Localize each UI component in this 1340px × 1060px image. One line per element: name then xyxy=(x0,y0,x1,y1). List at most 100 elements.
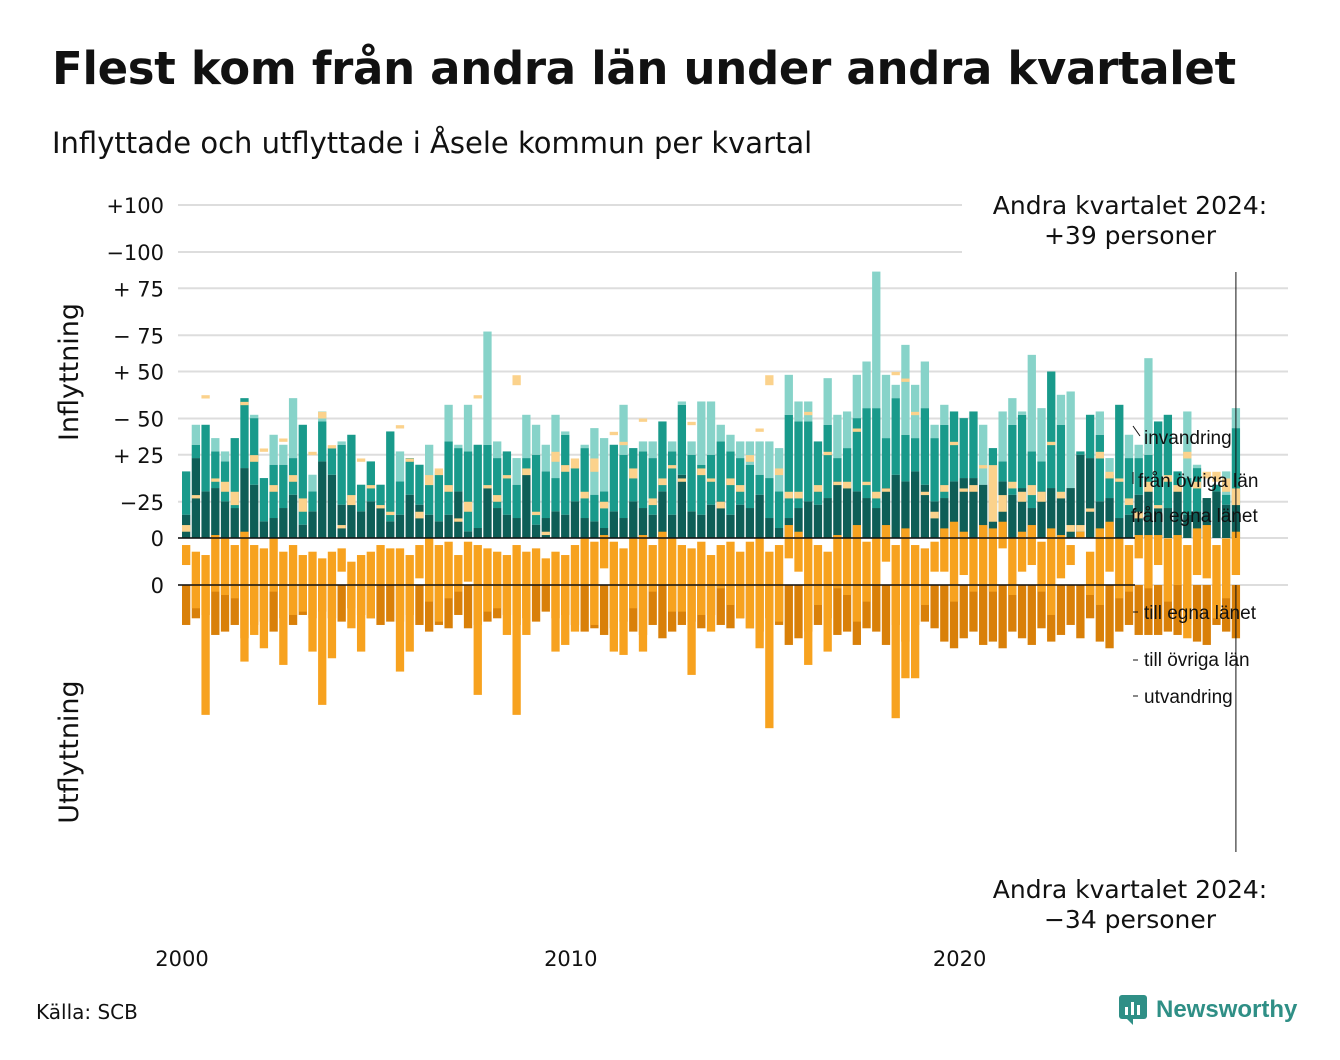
legend-inflyttning: invandring från övriga län från egna län… xyxy=(1131,425,1258,527)
bar-in-1 xyxy=(901,434,910,482)
bar-out-0 xyxy=(1027,585,1036,645)
bar-in-2 xyxy=(1027,354,1036,452)
bar-in-0 xyxy=(638,508,648,538)
bar-in-1 xyxy=(502,451,512,515)
bar-out-1 xyxy=(988,528,998,592)
bar-out-2 xyxy=(347,495,356,506)
bar-in-2 xyxy=(444,404,453,442)
bar-in-0 xyxy=(473,528,482,538)
bar-in-2 xyxy=(881,374,891,439)
bar-in-1 xyxy=(1144,454,1153,492)
bar-out-2 xyxy=(804,411,813,416)
bar-in-1 xyxy=(250,418,259,485)
bar-out-2 xyxy=(949,441,959,446)
bar-in-1 xyxy=(1192,468,1202,512)
bar-out-2 xyxy=(940,485,949,492)
bar-out-1 xyxy=(1066,545,1075,566)
bar-out-2 xyxy=(881,488,891,492)
bar-in-0 xyxy=(901,481,910,538)
bar-out-1 xyxy=(862,541,871,602)
y-tick-label-out: −25 xyxy=(120,491,164,515)
bar-in-0 xyxy=(619,518,628,538)
bar-in-2 xyxy=(745,441,755,465)
bar-out-2 xyxy=(473,395,482,399)
bar-in-2 xyxy=(395,451,405,482)
source-note: Källa: SCB xyxy=(36,1000,138,1024)
bar-out-2 xyxy=(1212,471,1221,482)
bar-out-1 xyxy=(444,541,453,599)
bar-out-2 xyxy=(872,491,881,499)
bar-in-1 xyxy=(862,408,871,499)
bar-in-1 xyxy=(697,464,706,515)
bar-out-2 xyxy=(512,375,521,386)
bar-in-2 xyxy=(279,444,288,465)
bar-out-0 xyxy=(1202,585,1211,645)
bar-in-1 xyxy=(677,404,687,475)
bar-out-1 xyxy=(230,545,239,599)
bar-in-1 xyxy=(1115,404,1124,519)
bar-in-0 xyxy=(668,514,677,538)
bar-out-0 xyxy=(1105,585,1114,649)
bar-in-2 xyxy=(638,441,648,452)
bar-out-1 xyxy=(1027,525,1036,566)
bar-out-1 xyxy=(463,541,473,582)
bar-in-0 xyxy=(687,511,696,538)
bar-out-0 xyxy=(969,585,978,632)
bar-out-2 xyxy=(531,511,541,516)
bar-out-1 xyxy=(337,548,346,572)
bar-out-0 xyxy=(182,585,191,625)
bar-out-1 xyxy=(250,545,259,635)
bar-in-1 xyxy=(930,438,939,502)
bar-in-1 xyxy=(1183,478,1192,515)
bar-in-1 xyxy=(833,458,842,482)
bar-out-2 xyxy=(745,455,755,462)
bar-out-1 xyxy=(318,558,327,705)
bar-in-0 xyxy=(823,498,832,538)
brand-logo[interactable]: Newsworthy xyxy=(1118,994,1297,1026)
bar-in-0 xyxy=(911,471,920,538)
bar-in-0 xyxy=(1173,488,1182,538)
bar-in-0 xyxy=(1056,498,1066,538)
bar-in-0 xyxy=(609,511,618,538)
bar-out-1 xyxy=(949,521,959,602)
bar-in-0 xyxy=(337,504,346,538)
bar-in-0 xyxy=(269,518,278,538)
legend-utvandring: utvandring xyxy=(1144,687,1233,708)
annotation-bottom-line1: Andra kvartalet 2024: xyxy=(993,875,1267,904)
bar-in-2 xyxy=(1124,434,1134,459)
bar-out-0 xyxy=(1095,585,1104,642)
bar-out-1 xyxy=(220,538,230,595)
bar-out-2 xyxy=(599,501,609,509)
bar-in-1 xyxy=(541,471,550,519)
bar-in-2 xyxy=(619,404,628,455)
newsworthy-icon xyxy=(1119,995,1147,1025)
bar-out-1 xyxy=(1076,531,1085,539)
bar-in-0 xyxy=(531,524,541,538)
bar-out-2 xyxy=(1134,511,1143,519)
bar-out-0 xyxy=(541,585,550,612)
bar-out-0 xyxy=(959,585,968,639)
bar-out-1 xyxy=(395,548,405,672)
bar-out-1 xyxy=(998,521,1007,549)
bar-out-1 xyxy=(920,548,930,605)
bar-out-1 xyxy=(347,561,356,629)
bar-in-0 xyxy=(454,491,463,538)
bar-out-0 xyxy=(658,585,667,639)
bar-in-1 xyxy=(522,458,531,475)
bar-in-1 xyxy=(220,461,230,502)
bar-out-0 xyxy=(454,585,463,615)
bar-out-1 xyxy=(1017,531,1027,572)
bar-out-1 xyxy=(425,538,434,602)
bar-out-2 xyxy=(648,498,657,506)
bar-out-0 xyxy=(376,585,385,625)
bar-in-0 xyxy=(842,488,852,538)
bar-in-0 xyxy=(1115,518,1124,538)
bar-in-0 xyxy=(1076,454,1085,538)
bar-in-2 xyxy=(1095,411,1104,435)
bar-out-2 xyxy=(580,491,589,499)
bar-out-1 xyxy=(697,541,706,615)
bar-out-1 xyxy=(930,541,939,572)
bar-in-1 xyxy=(872,408,881,509)
y-tick-label-in: +100 xyxy=(106,194,164,218)
bar-out-2 xyxy=(959,488,968,492)
